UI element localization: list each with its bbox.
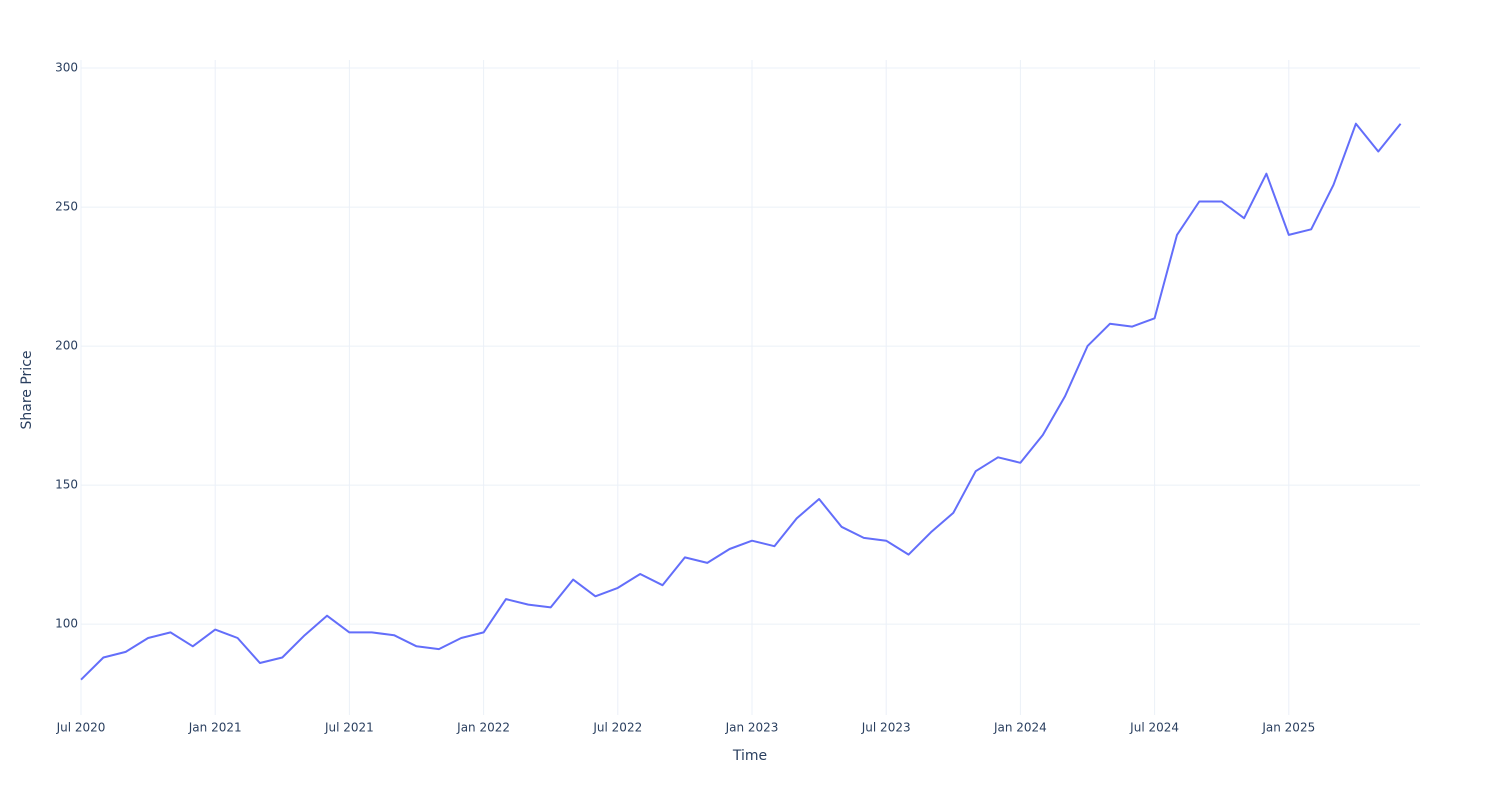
- x-tick-label: Jan 2021: [188, 721, 242, 735]
- y-tick-label: 200: [55, 339, 78, 353]
- y-tick-label: 150: [55, 478, 78, 492]
- y-tick-label: 300: [55, 61, 78, 75]
- x-tick-label: Jul 2024: [1129, 721, 1179, 735]
- y-axis-title: Share Price: [19, 350, 35, 429]
- x-tick-label: Jan 2025: [1261, 721, 1315, 735]
- x-tick-label: Jul 2023: [861, 721, 911, 735]
- x-tick-label: Jan 2022: [456, 721, 510, 735]
- x-tick-label: Jul 2021: [324, 721, 374, 735]
- x-tick-label: Jul 2020: [56, 721, 106, 735]
- x-tick-label: Jan 2024: [993, 721, 1047, 735]
- x-tick-label: Jul 2022: [592, 721, 642, 735]
- x-tick-label: Jan 2023: [725, 721, 779, 735]
- x-axis-title: Time: [732, 748, 767, 764]
- y-tick-label: 250: [55, 200, 78, 214]
- y-tick-label: 100: [55, 617, 78, 631]
- price-line: [80, 122, 1402, 681]
